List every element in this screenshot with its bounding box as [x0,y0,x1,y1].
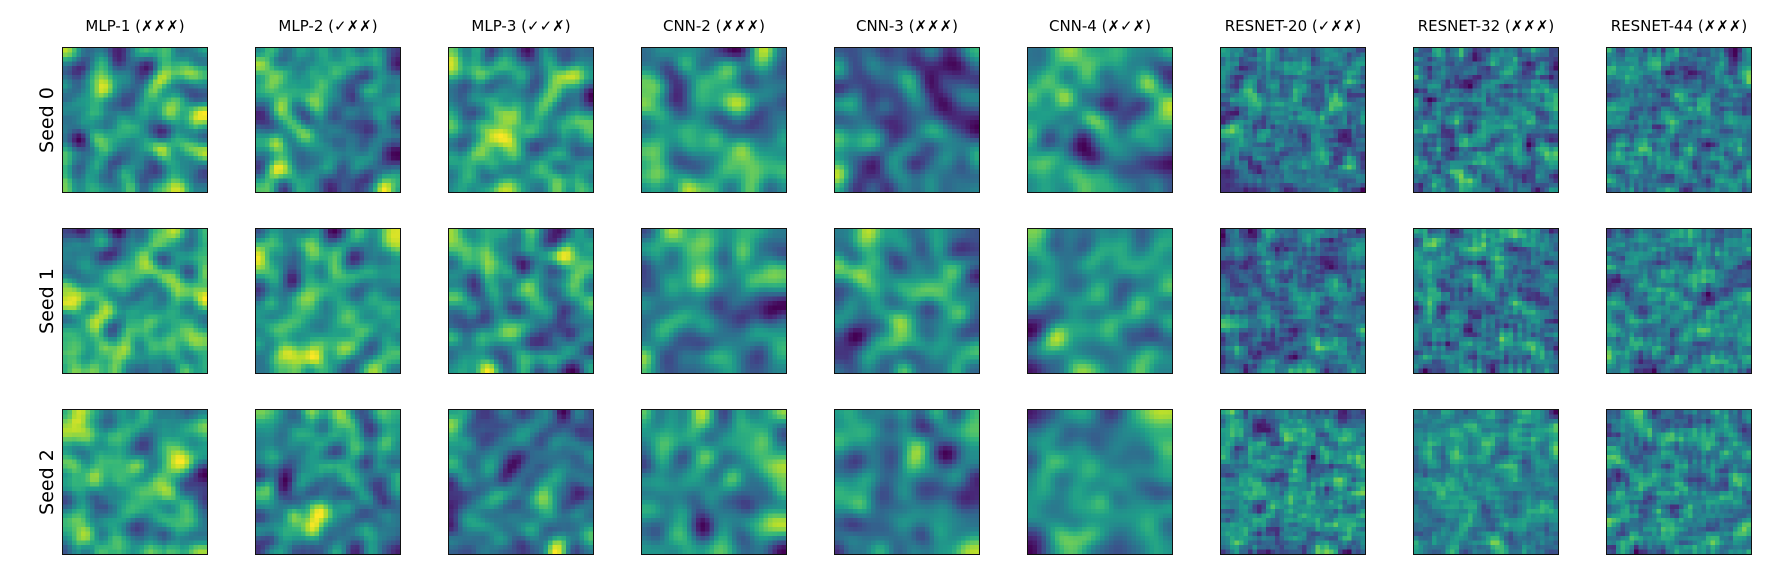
heatmap-panel [255,228,401,374]
heatmap-panel [255,409,401,555]
column-title-resnet-32: RESNET-32 (✗✗✗) [1417,17,1555,35]
heatmap-panel [1220,228,1366,374]
heatmap-panel [1220,47,1366,193]
heatmap-panel [448,409,594,555]
heatmap-panel [448,228,594,374]
column-title-mlp-2: MLP-2 (✓✗✗) [278,17,378,35]
heatmap-panel [1606,228,1752,374]
heatmap-panel [62,409,208,555]
column-title-cnn-3: CNN-3 (✗✗✗) [855,17,959,35]
heatmap-panel [1413,47,1559,193]
heatmap-panel [834,47,980,193]
heatmap-panel [1413,409,1559,555]
heatmap-panel [1220,409,1366,555]
heatmap-panel [641,228,787,374]
heatmap-panel [448,47,594,193]
heatmap-panel [1027,228,1173,374]
column-title-mlp-1: MLP-1 (✗✗✗) [85,17,185,35]
row-label-seed-2: Seed 2 [36,449,59,515]
column-title-mlp-3: MLP-3 (✓✓✗) [471,17,571,35]
column-title-cnn-4: CNN-4 (✗✓✗) [1048,17,1152,35]
heatmap-panel [1027,47,1173,193]
row-label-seed-0: Seed 0 [36,87,59,153]
column-title-cnn-2: CNN-2 (✗✗✗) [662,17,766,35]
heatmap-panel [641,409,787,555]
row-label-seed-1: Seed 1 [36,268,59,334]
column-title-resnet-20: RESNET-20 (✓✗✗) [1224,17,1362,35]
heatmap-panel [834,409,980,555]
heatmap-panel [834,228,980,374]
heatmap-panel [255,47,401,193]
heatmap-panel [62,47,208,193]
heatmap-panel [1413,228,1559,374]
heatmap-panel [641,47,787,193]
heatmap-panel [1606,47,1752,193]
column-title-resnet-44: RESNET-44 (✗✗✗) [1610,17,1748,35]
heatmap-panel [1027,409,1173,555]
heatmap-panel [1606,409,1752,555]
heatmap-panel [62,228,208,374]
